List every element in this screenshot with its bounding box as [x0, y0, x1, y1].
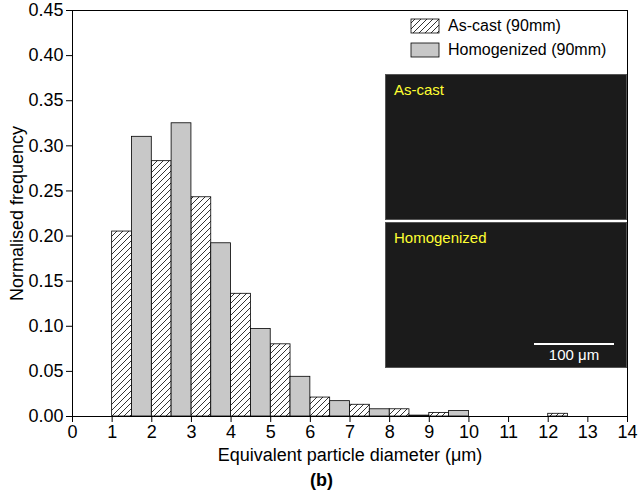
svg-text:0.40: 0.40: [28, 45, 63, 65]
svg-text:0.25: 0.25: [28, 181, 63, 201]
svg-text:8: 8: [385, 422, 395, 442]
html-text:Homogenized (90mm): Homogenized (90mm): [448, 41, 607, 58]
svg-text:5: 5: [266, 422, 276, 442]
html-text:100 μm: 100 μm: [548, 346, 600, 363]
svg-text:7: 7: [345, 422, 355, 442]
svg-text:0.10: 0.10: [28, 316, 63, 336]
svg-text:2: 2: [147, 422, 157, 442]
html-text:Homogenized: Homogenized: [394, 229, 487, 246]
svg-text:0.15: 0.15: [28, 271, 63, 291]
svg-text:9: 9: [424, 422, 434, 442]
svg-text:14: 14: [617, 422, 637, 442]
svg-text:13: 13: [578, 422, 598, 442]
svg-text:6: 6: [305, 422, 315, 442]
svg-text:0.05: 0.05: [28, 361, 63, 381]
svg-text:3: 3: [186, 422, 196, 442]
html-text:As-cast (90mm): As-cast (90mm): [448, 17, 561, 34]
svg-text:4: 4: [226, 422, 236, 442]
html-text:(b): (b): [310, 470, 333, 490]
html-text:As-cast: As-cast: [394, 81, 444, 98]
svg-text:0.45: 0.45: [28, 0, 63, 20]
svg-text:0.20: 0.20: [28, 226, 63, 246]
svg-text:12: 12: [538, 422, 558, 442]
svg-text:0.30: 0.30: [28, 136, 63, 156]
svg-text:0.35: 0.35: [28, 90, 63, 110]
svg-text:10: 10: [459, 422, 479, 442]
svg-text:1: 1: [107, 422, 117, 442]
svg-text:Normalised frequency: Normalised frequency: [7, 126, 27, 301]
svg-text:0.00: 0.00: [28, 406, 63, 426]
svg-text:0: 0: [67, 422, 77, 442]
svg-text:Equivalent particle diameter (: Equivalent particle diameter (μm): [218, 445, 482, 465]
svg-text:11: 11: [499, 422, 518, 442]
